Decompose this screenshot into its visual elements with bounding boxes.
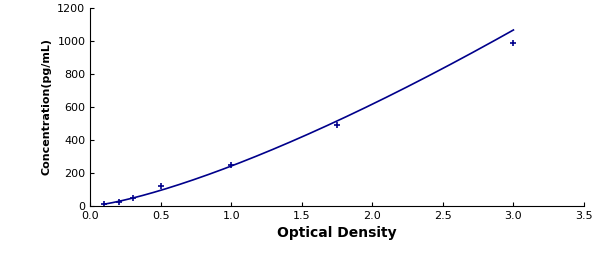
Y-axis label: Concentration(pg/mL): Concentration(pg/mL) <box>42 39 52 175</box>
X-axis label: Optical Density: Optical Density <box>278 226 397 240</box>
